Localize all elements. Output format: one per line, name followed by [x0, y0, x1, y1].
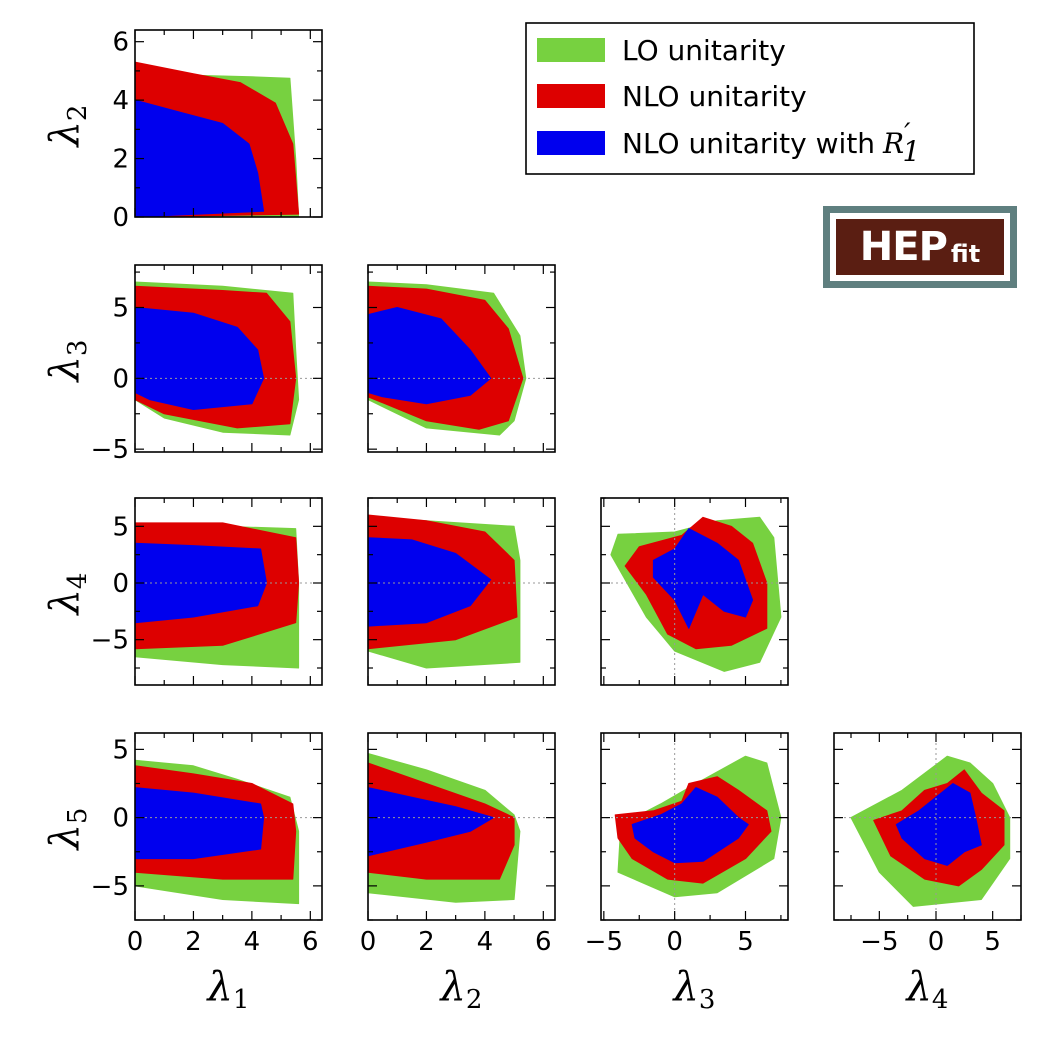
region-nlor-l2-l5 [368, 787, 495, 857]
region-nlor-l2-l3 [368, 307, 492, 405]
panel-frame [134, 29, 323, 218]
panel-frame [367, 264, 556, 453]
x-axis-label-l2: λ2 [439, 964, 483, 1015]
x-tick-label: −5 [585, 927, 623, 957]
x-tick-label: 0 [928, 927, 945, 957]
y-tick-label: 2 [112, 145, 129, 175]
legend-label-nlo: NLO unitarity [622, 80, 807, 113]
x-tick-label: 6 [302, 927, 319, 957]
panel-frame [833, 732, 1022, 921]
panel-l3-l5: −5 0 5 [585, 732, 789, 957]
y-tick-label: −5 [91, 872, 129, 902]
y-axis-label-l4: λ4 [42, 573, 93, 617]
panel-l3-l4 [600, 497, 789, 686]
y-tick-label: 5 [112, 735, 129, 765]
x-axis-label-l4: λ4 [905, 964, 949, 1015]
y-tick-label: 6 [112, 28, 129, 58]
legend-swatch-lo [537, 38, 605, 62]
y-tick-label: 4 [112, 86, 129, 116]
x-tick-label: 2 [418, 927, 435, 957]
x-tick-label: 2 [185, 927, 202, 957]
legend-label-nlor: NLO unitarity with R′ 1 [622, 117, 920, 168]
panel-frame [134, 497, 323, 686]
x-tick-label: 5 [737, 927, 754, 957]
x-tick-label: 4 [477, 927, 494, 957]
region-nlor-l1-l5 [135, 787, 265, 860]
region-nlor-l1-l3 [135, 307, 265, 410]
x-tick-label: −5 [860, 927, 898, 957]
x-tick-label: 6 [535, 927, 552, 957]
x-tick-label: 5 [984, 927, 1001, 957]
panel-l1-l2: 0 2 4 6 [112, 28, 323, 233]
panel-l1-l3: −5 0 5 [91, 264, 323, 465]
panel-l2-l5: 0 2 4 6 [360, 732, 556, 957]
legend-label-lo: LO unitarity [622, 34, 786, 67]
x-axis-label-l3: λ3 [672, 964, 716, 1015]
legend-swatch-nlo [537, 84, 605, 108]
panel-l1-l5: −5 0 5 0 2 4 6 [91, 732, 323, 957]
x-tick-label: 4 [244, 927, 261, 957]
y-axis-label-l2: λ2 [42, 105, 93, 149]
y-tick-label: 5 [112, 512, 129, 542]
panel-frame [134, 264, 323, 453]
legend-swatch-nlor [537, 131, 605, 155]
x-axis-label-l1: λ1 [206, 964, 250, 1015]
y-tick-label: −5 [91, 626, 129, 656]
region-nlor-l3-l5 [631, 787, 749, 864]
x-tick-label: 0 [360, 927, 377, 957]
legend: LO unitarity NLO unitarity NLO unitarity w… [525, 22, 975, 175]
y-axis-label-l3: λ3 [42, 340, 93, 384]
panel-frame [600, 732, 789, 921]
panels-layer: 0 2 4 6 −5 0 5 −5 0 5 −5 0 5 0 2 4 6 0 2 4 6 −5 0 5 −5 0 5 λ2 λ3 λ4 λ5… [42, 28, 1022, 1015]
y-tick-label: 0 [112, 364, 129, 394]
panel-frame [367, 497, 556, 686]
hepfit-logo: HEP fit [823, 206, 1017, 288]
x-tick-label: 0 [127, 927, 144, 957]
y-tick-label: −5 [91, 435, 129, 465]
panel-l1-l4: −5 0 5 [91, 497, 323, 686]
panel-l2-l4 [367, 497, 556, 686]
y-tick-label: 0 [112, 203, 129, 233]
panel-frame [134, 732, 323, 921]
y-tick-label: 5 [112, 294, 129, 324]
panel-frame [600, 497, 789, 686]
y-axis-label-l5: λ5 [42, 808, 93, 852]
region-nlor-l2-l4 [368, 537, 492, 627]
panel-l4-l5: −5 0 5 [833, 732, 1022, 957]
panel-l2-l3 [367, 264, 556, 453]
region-nlor-l4-l5 [895, 783, 982, 866]
region-nlor-l1-l2 [135, 99, 265, 217]
x-tick-label: 0 [666, 927, 683, 957]
y-tick-label: 0 [112, 569, 129, 599]
panel-frame [367, 732, 556, 921]
y-tick-label: 0 [112, 804, 129, 834]
